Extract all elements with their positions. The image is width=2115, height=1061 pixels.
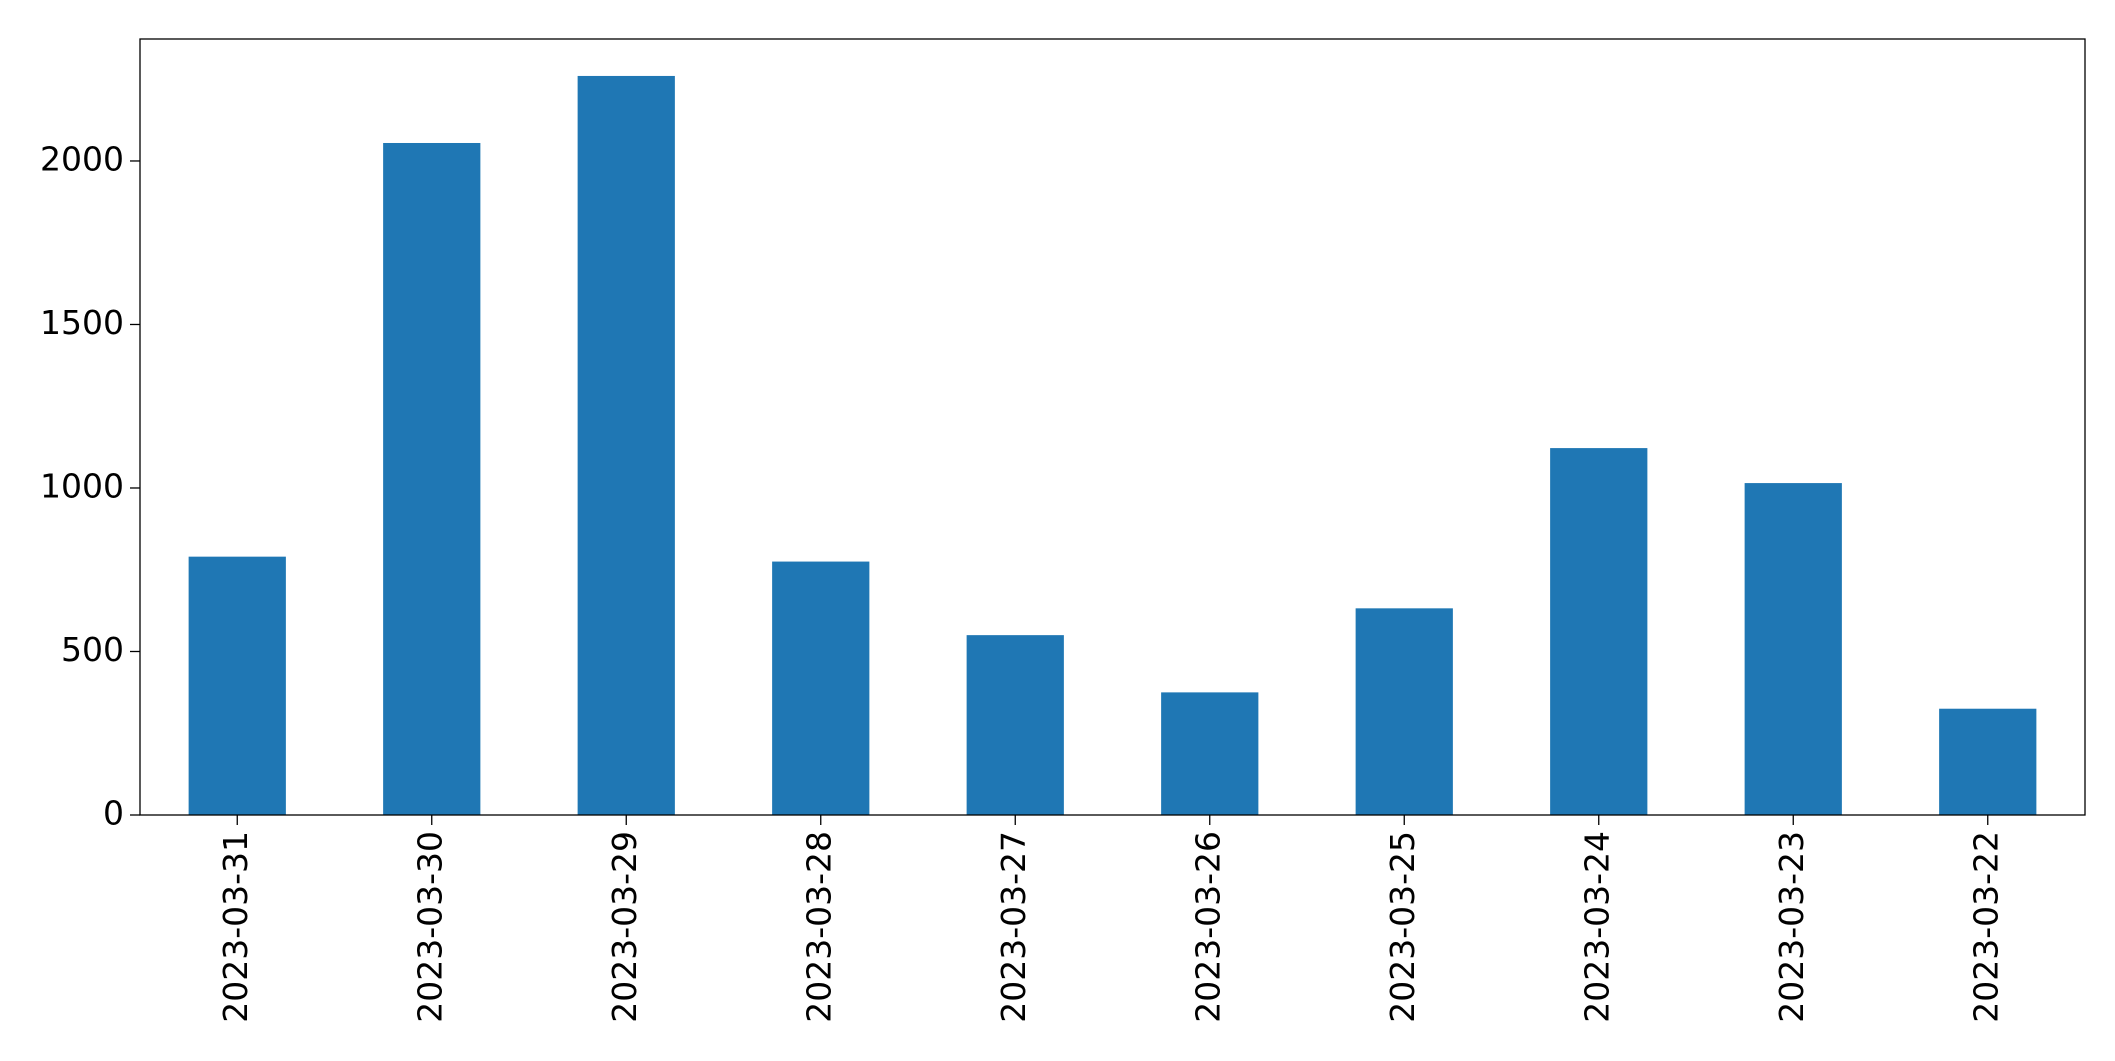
x-tick-label: 2023-03-25	[1383, 831, 1422, 1023]
bar	[1355, 608, 1453, 815]
y-tick-label: 1500	[40, 303, 124, 342]
plot-frame	[139, 38, 2086, 816]
x-tick-label: 2023-03-23	[1772, 831, 1811, 1023]
x-tick-label: 2023-03-24	[1577, 831, 1616, 1023]
y-tick-label: 0	[103, 794, 124, 833]
x-tick-label: 2023-03-27	[994, 831, 1033, 1023]
bar	[772, 561, 870, 815]
y-tick-label: 2000	[40, 139, 124, 178]
x-tick-label: 2023-03-30	[410, 831, 449, 1023]
bar	[966, 635, 1064, 815]
bar	[383, 142, 481, 816]
x-tick-label: 2023-03-29	[605, 831, 644, 1023]
x-tick-label: 2023-03-26	[1188, 831, 1227, 1023]
x-tick-label: 2023-03-28	[799, 831, 838, 1023]
y-tick-label: 1000	[40, 466, 124, 505]
bar	[1939, 708, 2037, 815]
y-tick-label: 500	[61, 630, 124, 669]
bar	[1744, 483, 1842, 815]
bar	[577, 75, 675, 815]
bar	[1550, 448, 1648, 815]
bar	[1161, 692, 1259, 815]
x-tick-label: 2023-03-31	[216, 831, 255, 1023]
x-tick-label: 2023-03-22	[1966, 831, 2005, 1023]
bar	[188, 556, 286, 815]
